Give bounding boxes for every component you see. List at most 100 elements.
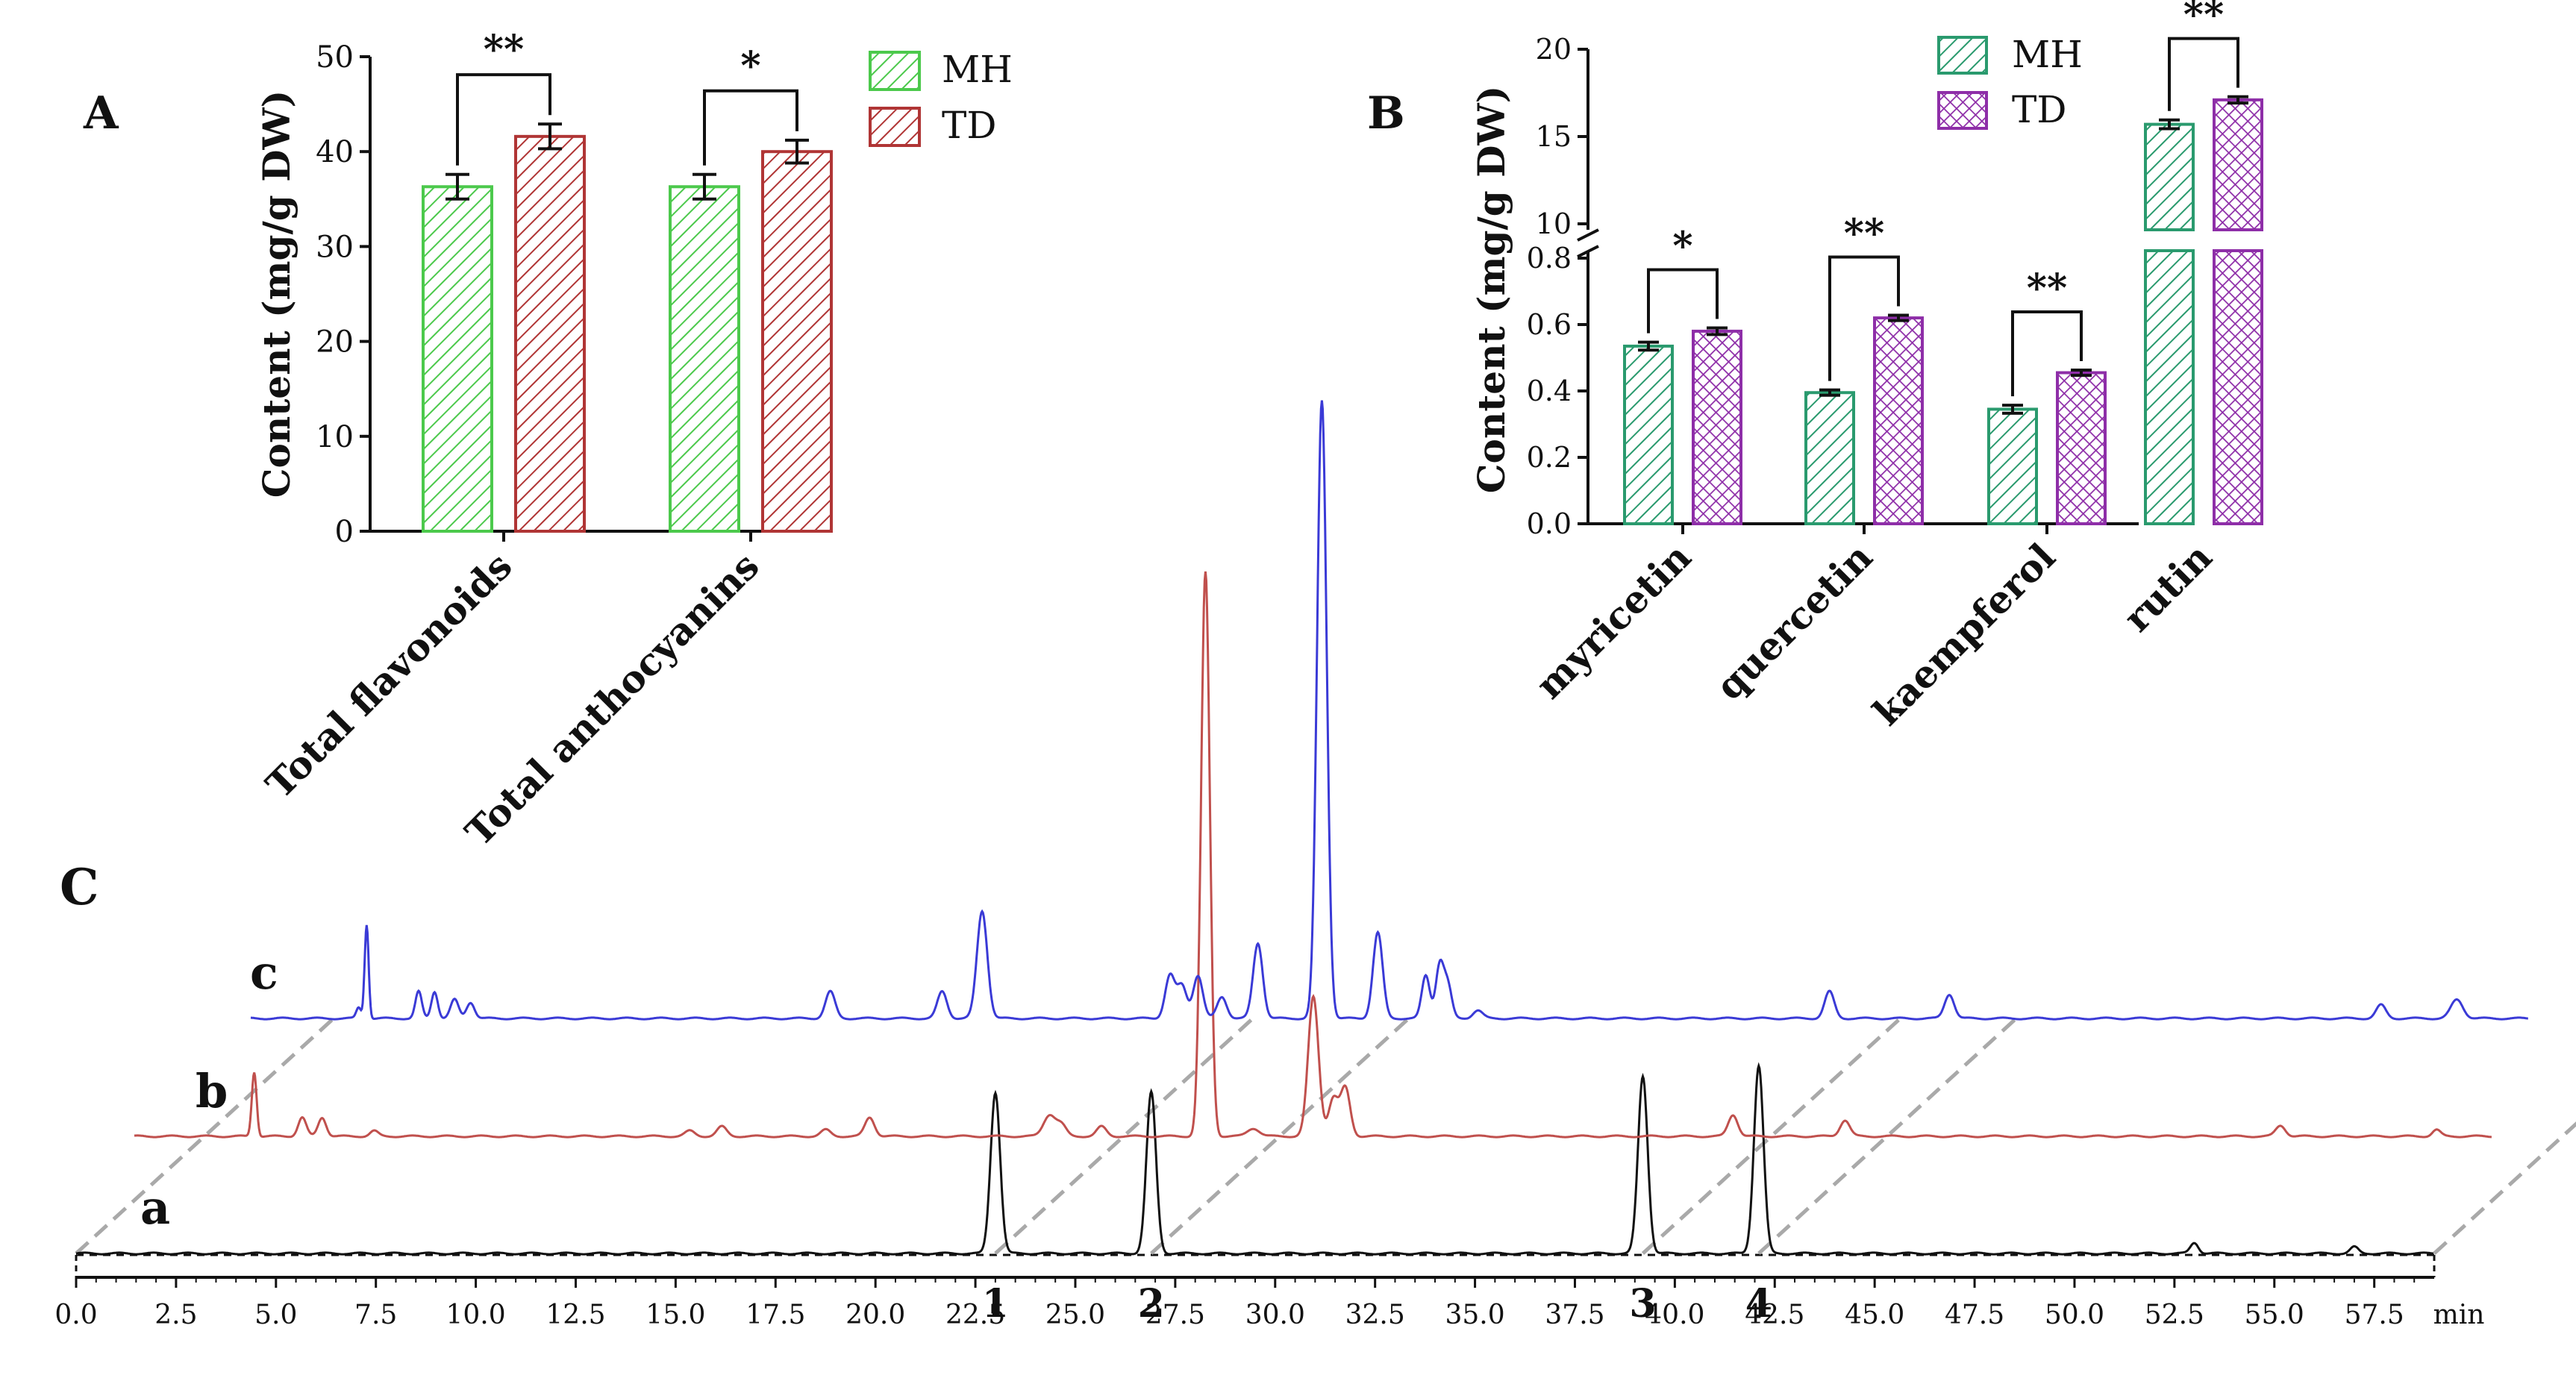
x-tick-label: rutin xyxy=(2115,535,2221,641)
panel-a-chart: 0 10 20 30 40 50 Content (mg/g DW) ** Total flav… xyxy=(254,27,1013,854)
bar-mh-0 xyxy=(422,185,493,533)
x-tick-label: 45.0 xyxy=(1845,1300,1904,1330)
x-tick-label: 22.5 xyxy=(945,1300,1005,1330)
x-tick-label: 25.0 xyxy=(1045,1300,1105,1330)
y-tick-label: 30 xyxy=(316,230,354,264)
perspective-guide-1 xyxy=(994,1017,1254,1255)
significance-label: ** xyxy=(2183,0,2224,38)
x-tick-label: myricetin xyxy=(1527,535,1699,707)
bar-mh-1 xyxy=(1804,391,1855,525)
perspective-guide-3 xyxy=(1641,1017,1902,1255)
bar-td-0 xyxy=(1692,329,1742,525)
x-tick-label: 52.5 xyxy=(2145,1300,2204,1330)
x-tick-label: 57.5 xyxy=(2345,1300,2404,1330)
panel-b-chart: 0.0 0.2 0.4 0.6 0.810 15 20 Content (mg/g DW) * m… xyxy=(1469,0,2265,734)
x-tick-label: 35.0 xyxy=(1445,1300,1504,1330)
x-tick-label: 47.5 xyxy=(1945,1300,2004,1330)
y-tick-label: 10 xyxy=(316,420,354,454)
bar-td-1 xyxy=(761,150,833,533)
bar-break-gap xyxy=(2142,234,2196,246)
trace-label-b: b xyxy=(196,1064,228,1118)
panel-c-chromatogram: 0.0 2.5 5.0 7.5 10.0 12.5 15.0 17.5 20.0 22.5 25.0… xyxy=(54,400,2576,1330)
significance-label: * xyxy=(740,43,760,89)
y-tick-label: 15 xyxy=(1536,120,1572,153)
x-tick-label: 0.0 xyxy=(54,1300,97,1330)
x-tick-label: 27.5 xyxy=(1145,1300,1205,1330)
panel-label-a: A xyxy=(83,87,119,140)
y-tick-label: 20 xyxy=(1536,33,1572,66)
bar-td-2 xyxy=(2056,371,2107,525)
legend-swatch-mh xyxy=(1937,36,1988,75)
bar-td-3-upper xyxy=(2213,98,2263,231)
axis-break-mark xyxy=(1577,228,1599,242)
perspective-guide-5 xyxy=(2433,1121,2576,1255)
x-tick-label: 12.5 xyxy=(545,1300,605,1330)
chromatogram-trace-b xyxy=(134,571,2492,1139)
y-axis-label: Content (mg/g DW) xyxy=(254,90,298,498)
legend-swatch-td xyxy=(1937,91,1988,130)
y-axis-label: Content (mg/g DW) xyxy=(1469,86,1513,494)
significance-label: * xyxy=(1672,223,1692,269)
bar-mh-2 xyxy=(1987,407,2038,525)
peak-label-2: 2 xyxy=(1138,1281,1165,1327)
y-tick-label: 0.2 xyxy=(1527,441,1572,474)
bar-break-gap xyxy=(2211,234,2265,246)
trace-label-a: a xyxy=(140,1180,170,1235)
x-tick-label: 17.5 xyxy=(745,1300,805,1330)
x-tick-label: 37.5 xyxy=(1545,1300,1604,1330)
y-tick-label: 0.0 xyxy=(1527,507,1572,540)
x-tick-label: Total flavonoids xyxy=(257,544,521,807)
y-tick-label: 0.6 xyxy=(1527,308,1572,341)
perspective-guide-2 xyxy=(1150,1017,1410,1255)
significance-bracket xyxy=(2011,310,2083,397)
legend-label: TD xyxy=(2012,88,2066,131)
bar-mh-3-lower xyxy=(2144,249,2195,525)
x-tick-label: 2.5 xyxy=(154,1300,197,1330)
y-tick-label: 0.4 xyxy=(1527,375,1572,407)
y-tick-label: 20 xyxy=(316,325,354,360)
perspective-guide-4 xyxy=(1757,1017,2018,1255)
bar-td-3-lower xyxy=(2213,249,2263,525)
significance-bracket xyxy=(1647,268,1719,334)
legend-swatch-mh xyxy=(869,51,921,91)
trace-label-c: c xyxy=(250,945,278,1000)
x-tick-label: 20.0 xyxy=(845,1300,905,1330)
significance-label: ** xyxy=(1844,211,1884,257)
significance-bracket xyxy=(1828,255,1900,381)
x-tick-label: quercetin xyxy=(1707,535,1881,709)
axis-break-mark xyxy=(1577,245,1599,258)
peak-label-3: 3 xyxy=(1629,1281,1656,1327)
significance-bracket xyxy=(456,73,551,166)
chromatogram-trace-a xyxy=(75,1062,2434,1256)
bar-mh-1 xyxy=(669,185,740,533)
y-tick-label: 50 xyxy=(316,40,354,75)
panel-label-c: C xyxy=(60,858,99,916)
x-tick-label: kaempferol xyxy=(1864,535,2063,734)
x-tick-label: 55.0 xyxy=(2245,1300,2304,1330)
y-tick-label: 0 xyxy=(335,515,354,549)
panel-label-b: B xyxy=(1367,87,1405,140)
significance-label: ** xyxy=(2027,266,2067,311)
peak-label-4: 4 xyxy=(1745,1281,1772,1327)
legend-swatch-td xyxy=(869,107,921,147)
x-tick-label: 30.0 xyxy=(1245,1300,1305,1330)
peak-label-1: 1 xyxy=(982,1281,1009,1327)
x-tick-label: 50.0 xyxy=(2045,1300,2104,1330)
x-axis-label: min xyxy=(2433,1300,2485,1330)
significance-label: ** xyxy=(484,27,524,72)
x-tick-label: 32.5 xyxy=(1345,1300,1405,1330)
legend-label: MH xyxy=(2012,33,2083,76)
x-tick-label: 10.0 xyxy=(446,1300,506,1330)
significance-bracket xyxy=(2168,37,2239,111)
bar-td-0 xyxy=(514,134,586,533)
y-tick-label: 0.8 xyxy=(1527,242,1572,275)
x-tick-label: 7.5 xyxy=(354,1300,397,1330)
legend-label: TD xyxy=(942,104,996,147)
x-tick-label: 42.5 xyxy=(1745,1300,1804,1330)
chromatogram-trace-c xyxy=(250,400,2528,1021)
legend-label: MH xyxy=(942,48,1013,91)
bar-td-1 xyxy=(1873,316,1924,525)
x-tick-label: 5.0 xyxy=(254,1300,297,1330)
y-tick-label: 40 xyxy=(316,135,354,169)
significance-bracket xyxy=(703,89,798,166)
